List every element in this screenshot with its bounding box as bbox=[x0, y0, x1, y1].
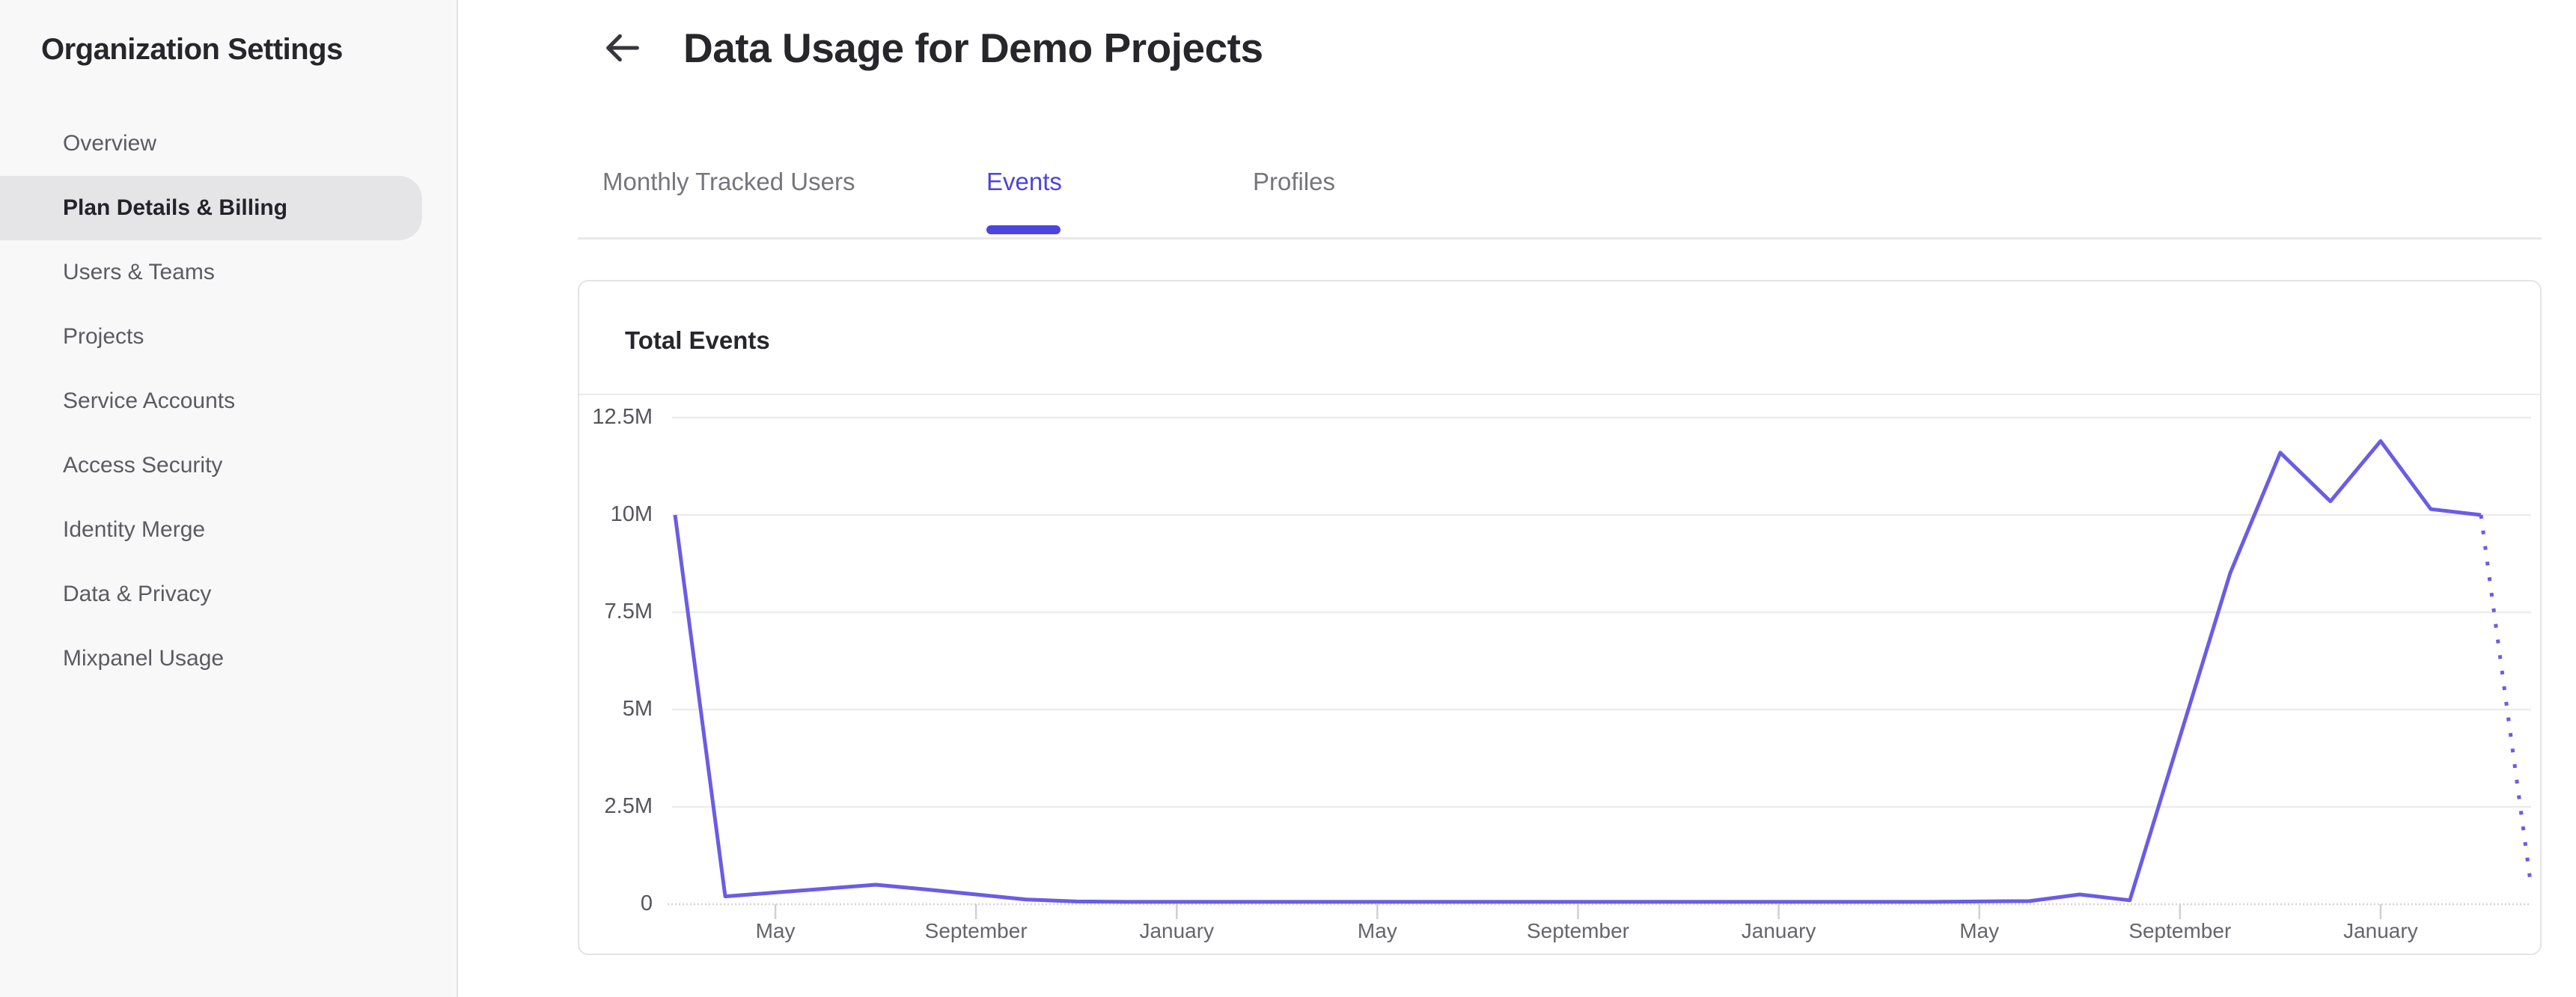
organization-settings-sidebar: Organization Settings Overview Plan Deta… bbox=[0, 0, 458, 997]
series-projection-dotted bbox=[2479, 514, 2533, 887]
tab-profiles[interactable]: Profiles bbox=[1253, 168, 1336, 195]
sidebar-nav: Overview Plan Details & Billing Users & … bbox=[0, 112, 458, 691]
sidebar-item-service-accounts[interactable]: Service Accounts bbox=[63, 388, 236, 413]
chart-title: Total Events bbox=[625, 326, 770, 354]
sidebar-item-data-privacy[interactable]: Data & Privacy bbox=[63, 582, 212, 606]
sidebar-item-projects[interactable]: Projects bbox=[63, 324, 144, 349]
x-axis-label: September bbox=[924, 919, 1028, 942]
page-title: Data Usage for Demo Projects bbox=[683, 25, 1263, 71]
back-button[interactable] bbox=[599, 25, 647, 73]
active-tab-indicator bbox=[986, 225, 1060, 234]
x-axis-label: January bbox=[1741, 919, 1816, 942]
x-axis-label: September bbox=[2128, 919, 2232, 942]
y-axis-label: 2.5M bbox=[604, 794, 653, 818]
y-axis-label: 0 bbox=[640, 891, 653, 915]
sidebar-item-users-teams[interactable]: Users & Teams bbox=[63, 260, 215, 284]
y-axis-label: 5M bbox=[622, 697, 653, 721]
total-events-card: Total Events 0 2.5M 5M 7.5M 10M 12.5M May Septe… bbox=[578, 280, 2542, 955]
sidebar-item-access-security[interactable]: Access Security bbox=[63, 453, 223, 478]
y-axis-label: 12.5M bbox=[592, 405, 653, 429]
total-events-series-line bbox=[673, 439, 2482, 904]
sidebar-title: Organization Settings bbox=[41, 33, 343, 66]
tabs-divider bbox=[578, 237, 2542, 240]
x-axis-label: May bbox=[755, 919, 796, 942]
y-axis-label: 7.5M bbox=[604, 600, 653, 623]
sidebar-item-mixpanel-usage[interactable]: Mixpanel Usage bbox=[63, 646, 225, 671]
sidebar-item-plan-details-billing[interactable]: Plan Details & Billing bbox=[0, 176, 422, 240]
x-axis-label: January bbox=[2343, 919, 2418, 942]
x-axis-label: May bbox=[1357, 919, 1397, 942]
sidebar-item-overview[interactable]: Overview bbox=[63, 131, 157, 156]
x-axis-label: September bbox=[1527, 919, 1629, 942]
card-header-divider bbox=[579, 394, 2540, 395]
total-events-line-chart: 0 2.5M 5M 7.5M 10M 12.5M May September January Ma… bbox=[579, 281, 2540, 954]
tab-events[interactable]: Events bbox=[986, 168, 1062, 195]
tab-monthly-tracked-users[interactable]: Monthly Tracked Users bbox=[602, 168, 855, 195]
back-arrow-icon bbox=[601, 26, 644, 73]
chart-canvas bbox=[668, 416, 2533, 919]
y-axis-label: 10M bbox=[610, 502, 653, 526]
x-axis-label: May bbox=[1959, 919, 2000, 942]
sidebar-item-identity-merge[interactable]: Identity Merge bbox=[63, 517, 206, 542]
x-axis-label: January bbox=[1139, 919, 1215, 942]
